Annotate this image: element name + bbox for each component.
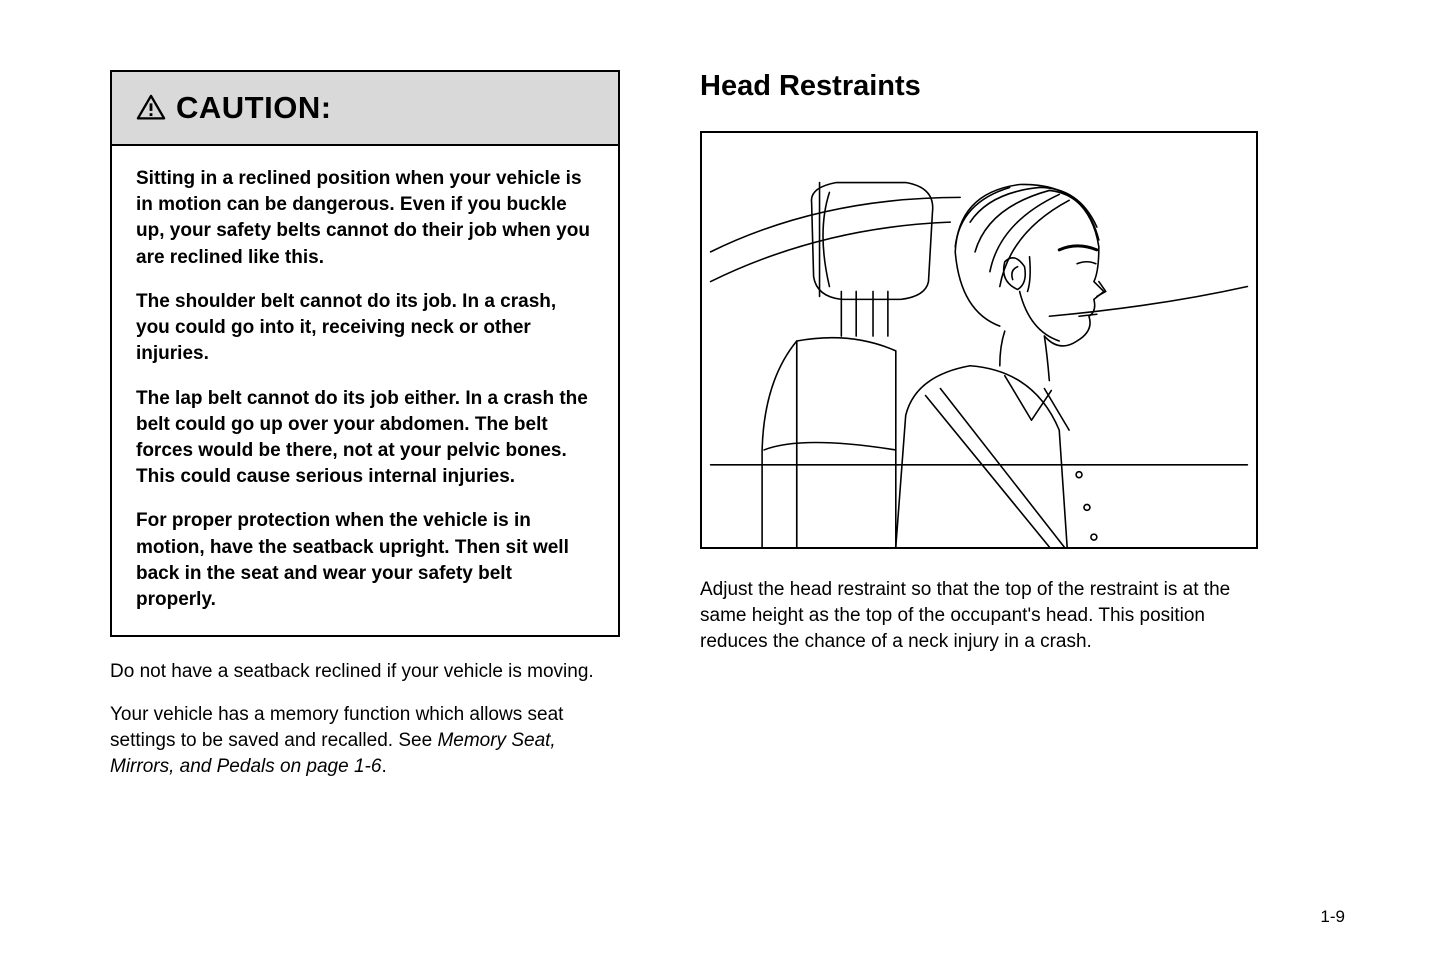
caution-header: CAUTION: <box>112 72 618 146</box>
caution-paragraph: The shoulder belt cannot do its job. In … <box>136 289 594 368</box>
head-restraint-illustration <box>700 131 1258 549</box>
page-number: 1-9 <box>1320 907 1345 927</box>
caution-body: Sitting in a reclined position when your… <box>112 146 618 635</box>
caution-paragraph: For proper protection when the vehicle i… <box>136 508 594 613</box>
body-text-tail: . <box>381 756 386 777</box>
caution-paragraph: Sitting in a reclined position when your… <box>136 166 594 271</box>
illustration-caption: Adjust the head restraint so that the to… <box>700 577 1260 656</box>
section-heading: Head Restraints <box>700 70 1260 103</box>
caution-title: CAUTION: <box>176 90 332 126</box>
right-column: Head Restraints <box>700 70 1260 796</box>
body-text: Do not have a seatback reclined if your … <box>110 659 620 685</box>
warning-triangle-icon <box>136 94 166 122</box>
caution-paragraph: The lap belt cannot do its job either. I… <box>136 386 594 491</box>
left-column: CAUTION: Sitting in a reclined position … <box>110 70 620 796</box>
caution-box: CAUTION: Sitting in a reclined position … <box>110 70 620 637</box>
body-text: Your vehicle has a memory function which… <box>110 702 620 781</box>
manual-page: CAUTION: Sitting in a reclined position … <box>0 0 1445 836</box>
